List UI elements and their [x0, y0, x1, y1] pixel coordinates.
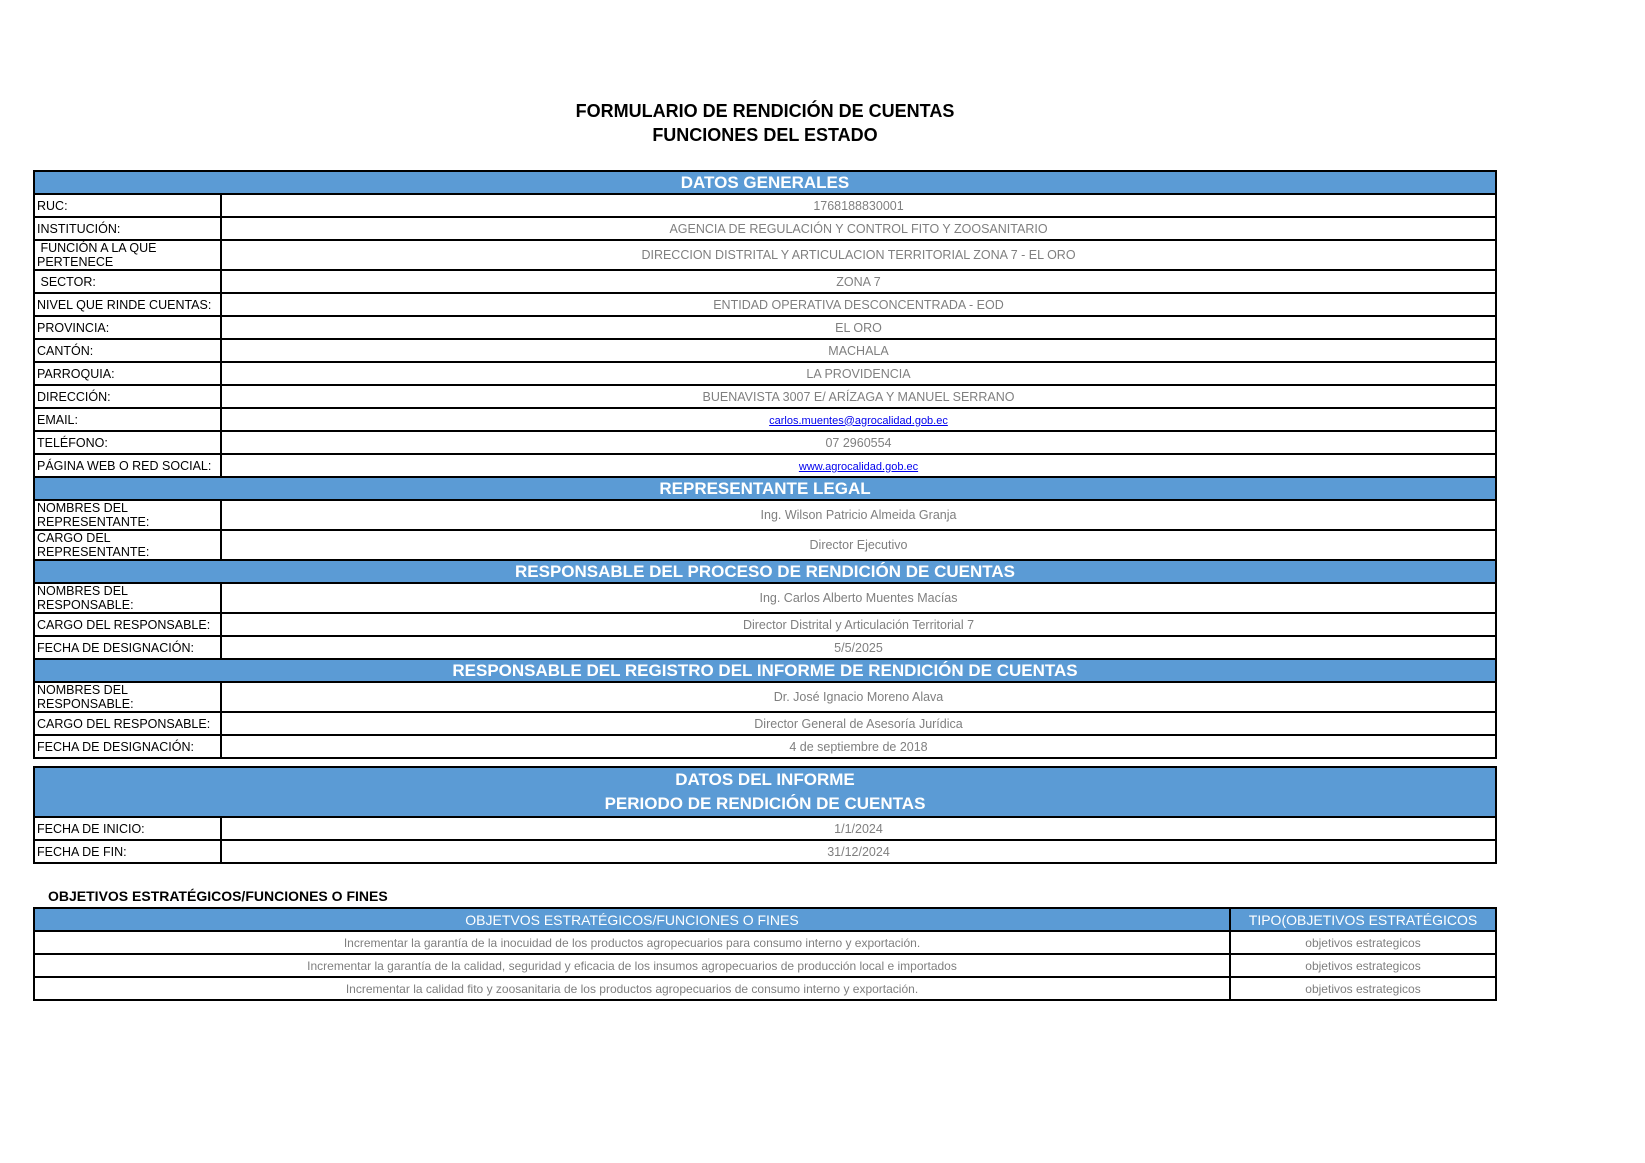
objective-text: Incrementar la garantía de la calidad, s… — [33, 953, 1231, 978]
field-value: ENTIDAD OPERATIVA DESCONCENTRADA - EOD — [220, 292, 1497, 317]
objective-row: Incrementar la calidad fito y zoosanitar… — [33, 976, 1497, 1001]
objective-row: Incrementar la garantía de la inocuidad … — [33, 930, 1497, 955]
objective-type: objetivos estrategicos — [1229, 953, 1497, 978]
header-line: DATOS DEL INFORME — [675, 770, 855, 789]
field-label: CARGO DEL REPRESENTANTE: — [33, 529, 222, 561]
field-row: CARGO DEL RESPONSABLE: Director Distrital… — [33, 612, 1497, 637]
field-value: 5/5/2025 — [220, 635, 1497, 660]
objective-type: objetivos estrategicos — [1229, 930, 1497, 955]
field-value: 1/1/2024 — [220, 816, 1497, 841]
column-header: TIPO(OBJETIVOS ESTRATÉGICOS — [1229, 907, 1497, 932]
objective-text: Incrementar la calidad fito y zoosanitar… — [33, 976, 1231, 1001]
field-value: MACHALA — [220, 338, 1497, 363]
field-label: FECHA DE FIN: — [33, 839, 222, 864]
field-row: CARGO DEL REPRESENTANTE: Director Ejecuti… — [33, 529, 1497, 561]
objective-row: Incrementar la garantía de la calidad, s… — [33, 953, 1497, 978]
field-label: FECHA DE DESIGNACIÓN: — [33, 734, 222, 759]
field-value: AGENCIA DE REGULACIÓN Y CONTROL FITO Y Z… — [220, 216, 1497, 241]
section-header: RESPONSABLE DEL PROCESO DE RENDICIÓN DE … — [33, 559, 1497, 584]
column-header: OBJETVOS ESTRATÉGICOS/FUNCIONES O FINES — [33, 907, 1231, 932]
section-header: REPRESENTANTE LEGAL — [33, 476, 1497, 501]
field-row: NOMBRES DEL RESPONSABLE: Ing. Carlos Albe… — [33, 582, 1497, 614]
field-label: DIRECCIÓN: — [33, 384, 222, 409]
field-label: TELÉFONO: — [33, 430, 222, 455]
field-value: BUENAVISTA 3007 E/ ARÍZAGA Y MANUEL SERR… — [220, 384, 1497, 409]
general-data-table: DATOS GENERALES RUC: 1768188830001 INSTITUC… — [33, 170, 1497, 759]
field-row: FECHA DE INICIO: 1/1/2024 — [33, 816, 1497, 841]
objective-type: objetivos estrategicos — [1229, 976, 1497, 1001]
field-value: 31/12/2024 — [220, 839, 1497, 864]
field-row: NOMBRES DEL REPRESENTANTE: Ing. Wilson Pa… — [33, 499, 1497, 531]
field-value: DIRECCION DISTRITAL Y ARTICULACION TERRI… — [220, 239, 1497, 271]
field-label: FECHA DE DESIGNACIÓN: — [33, 635, 222, 660]
field-row: FUNCIÓN A LA QUE PERTENECE DIRECCION DIST… — [33, 239, 1497, 271]
objectives-table: OBJETVOS ESTRATÉGICOS/FUNCIONES O FINES … — [33, 907, 1497, 1001]
field-row: FECHA DE DESIGNACIÓN: 5/5/2025 — [33, 635, 1497, 660]
field-row: NIVEL QUE RINDE CUENTAS: ENTIDAD OPERATIV… — [33, 292, 1497, 317]
field-label: RUC: — [33, 193, 222, 218]
field-value: Ing. Carlos Alberto Muentes Macías — [220, 582, 1497, 614]
field-label: INSTITUCIÓN: — [33, 216, 222, 241]
email-link[interactable]: carlos.muentes@agrocalidad.gob.ec — [769, 414, 948, 427]
field-label: FECHA DE INICIO: — [33, 816, 222, 841]
field-label: PARROQUIA: — [33, 361, 222, 386]
field-label: NOMBRES DEL RESPONSABLE: — [33, 681, 222, 713]
page-title: FORMULARIO DE RENDICIÓN DE CUENTAS — [575, 101, 955, 121]
field-value: Director Ejecutivo — [220, 529, 1497, 561]
field-label: FUNCIÓN A LA QUE PERTENECE — [33, 239, 222, 271]
field-row: EMAIL: carlos.muentes@agrocalidad.gob.ec — [33, 407, 1497, 432]
field-label: NOMBRES DEL REPRESENTANTE: — [33, 499, 222, 531]
field-row: TELÉFONO: 07 2960554 — [33, 430, 1497, 455]
field-row: INSTITUCIÓN: AGENCIA DE REGULACIÓN Y CONT… — [33, 216, 1497, 241]
field-row: CARGO DEL RESPONSABLE: Director General d… — [33, 711, 1497, 736]
website-link[interactable]: www.agrocalidad.gob.ec — [798, 460, 919, 473]
field-label: NIVEL QUE RINDE CUENTAS: — [33, 292, 222, 317]
field-row: PÁGINA WEB O RED SOCIAL: www.agrocalidad.… — [33, 453, 1497, 478]
section-header: DATOS DEL INFORME PERIODO DE RENDICIÓN DE… — [33, 766, 1497, 818]
field-label: SECTOR: — [33, 269, 222, 294]
field-label: PÁGINA WEB O RED SOCIAL: — [33, 453, 222, 478]
section-header: RESPONSABLE DEL REGISTRO DEL INFORME DE … — [33, 658, 1497, 683]
field-row: CANTÓN: MACHALA — [33, 338, 1497, 363]
objectives-title: OBJETIVOS ESTRATÉGICOS/FUNCIONES O FINES — [48, 888, 388, 904]
page-subtitle: FUNCIONES DEL ESTADO — [652, 125, 878, 145]
field-value: Dr. José Ignacio Moreno Alava — [220, 681, 1497, 713]
field-row: PROVINCIA: EL ORO — [33, 315, 1497, 340]
field-label: CARGO DEL RESPONSABLE: — [33, 612, 222, 637]
field-row: NOMBRES DEL RESPONSABLE: Dr. José Ignacio… — [33, 681, 1497, 713]
field-label: CANTÓN: — [33, 338, 222, 363]
report-data-table: DATOS DEL INFORME PERIODO DE RENDICIÓN DE… — [33, 766, 1497, 864]
header-line: PERIODO DE RENDICIÓN DE CUENTAS — [604, 794, 926, 813]
field-row: SECTOR: ZONA 7 — [33, 269, 1497, 294]
field-label: CARGO DEL RESPONSABLE: — [33, 711, 222, 736]
field-label: PROVINCIA: — [33, 315, 222, 340]
field-value: Director General de Asesoría Jurídica — [220, 711, 1497, 736]
field-label: NOMBRES DEL RESPONSABLE: — [33, 582, 222, 614]
field-label: EMAIL: — [33, 407, 222, 432]
field-row: FECHA DE DESIGNACIÓN: 4 de septiembre de … — [33, 734, 1497, 759]
field-row: DIRECCIÓN: BUENAVISTA 3007 E/ ARÍZAGA Y M… — [33, 384, 1497, 409]
objective-text: Incrementar la garantía de la inocuidad … — [33, 930, 1231, 955]
field-value: EL ORO — [220, 315, 1497, 340]
section-header: DATOS GENERALES — [33, 170, 1497, 195]
field-row: RUC: 1768188830001 — [33, 193, 1497, 218]
field-value: 07 2960554 — [220, 430, 1497, 455]
field-value: 1768188830001 — [220, 193, 1497, 218]
field-row: FECHA DE FIN: 31/12/2024 — [33, 839, 1497, 864]
field-row: PARROQUIA: LA PROVIDENCIA — [33, 361, 1497, 386]
field-value: ZONA 7 — [220, 269, 1497, 294]
field-value: LA PROVIDENCIA — [220, 361, 1497, 386]
field-value: Director Distrital y Articulación Territ… — [220, 612, 1497, 637]
field-value: Ing. Wilson Patricio Almeida Granja — [220, 499, 1497, 531]
field-value: 4 de septiembre de 2018 — [220, 734, 1497, 759]
